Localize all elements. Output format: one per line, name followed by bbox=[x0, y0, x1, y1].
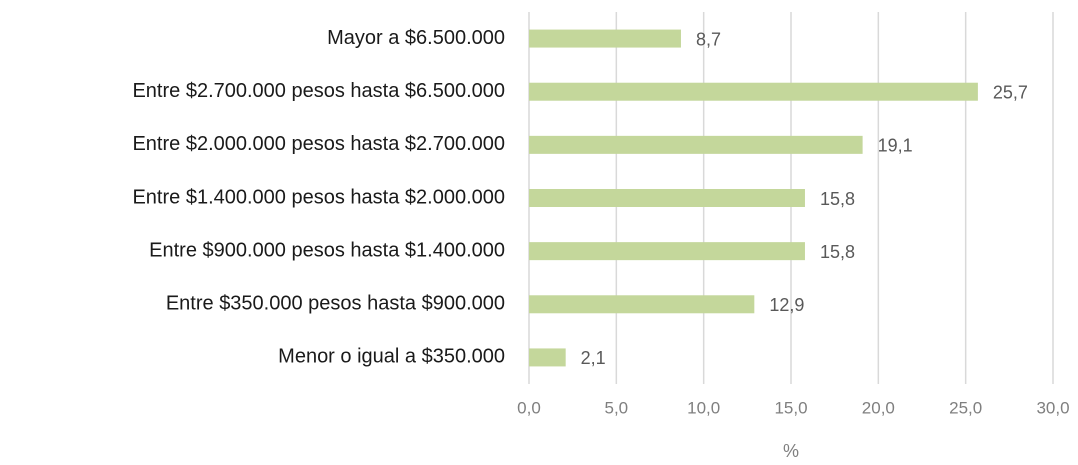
data-label: 12,9 bbox=[769, 295, 804, 315]
bar bbox=[529, 348, 566, 367]
bar bbox=[529, 135, 863, 154]
category-label: Entre $2.000.000 pesos hasta $2.700.000 bbox=[132, 133, 505, 155]
bar bbox=[529, 242, 805, 261]
data-label: 8,7 bbox=[696, 29, 721, 49]
category-label: Entre $350.000 pesos hasta $900.000 bbox=[166, 293, 505, 315]
data-label: 15,8 bbox=[820, 242, 855, 262]
category-label: Entre $900.000 pesos hasta $1.400.000 bbox=[149, 239, 505, 261]
x-tick-label: 30,0 bbox=[1036, 398, 1069, 417]
x-tick-label: 25,0 bbox=[949, 398, 982, 417]
x-tick-label: 20,0 bbox=[862, 398, 895, 417]
x-tick-label: 5,0 bbox=[605, 398, 629, 417]
bar bbox=[529, 29, 681, 48]
data-label: 15,8 bbox=[820, 189, 855, 209]
bar bbox=[529, 295, 755, 314]
x-axis-label: % bbox=[783, 441, 799, 461]
category-label: Mayor a $6.500.000 bbox=[327, 27, 505, 49]
data-label: 25,7 bbox=[993, 82, 1028, 102]
x-tick-label: 10,0 bbox=[687, 398, 720, 417]
bar bbox=[529, 189, 805, 207]
category-label: Entre $2.700.000 pesos hasta $6.500.000 bbox=[132, 80, 505, 102]
data-label: 19,1 bbox=[878, 136, 913, 156]
category-label: Menor o igual a $350.000 bbox=[278, 346, 505, 368]
x-tick-label: 15,0 bbox=[774, 398, 807, 417]
bar bbox=[529, 82, 978, 101]
category-label: Entre $1.400.000 pesos hasta $2.000.000 bbox=[132, 186, 505, 208]
x-tick-label: 0,0 bbox=[517, 398, 541, 417]
data-label: 2,1 bbox=[581, 348, 606, 368]
